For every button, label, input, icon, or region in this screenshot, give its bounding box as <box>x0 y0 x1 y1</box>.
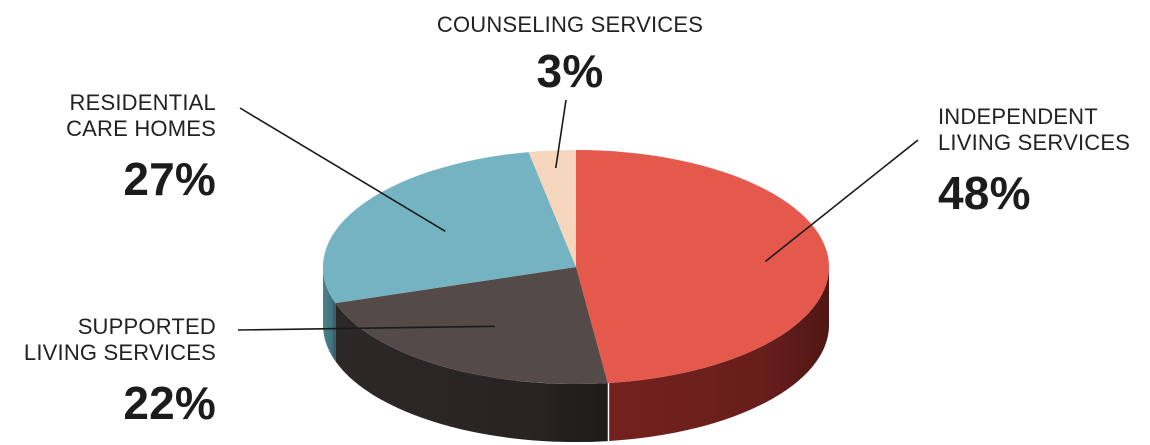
leader-line-residential-care <box>239 107 446 232</box>
slice-residential-care <box>323 152 576 304</box>
slice-percent: 48% <box>938 167 1031 219</box>
slice-name: RESIDENTIAL <box>69 90 216 115</box>
label-independent-living-services: INDEPENDENT LIVING SERVICES 48% <box>938 104 1148 218</box>
slice-counseling <box>528 150 576 267</box>
leader-line-independent-living <box>764 139 919 263</box>
slice-name: CARE HOMES <box>66 116 216 141</box>
pie-sides <box>323 267 829 443</box>
slice-percent: 22% <box>123 377 216 429</box>
slice-name: LIVING SERVICES <box>23 340 216 365</box>
pie-top <box>323 150 830 384</box>
label-supported-living-services: SUPPORTED LIVING SERVICES 22% <box>10 314 216 428</box>
slice-side-shade-residential-care <box>323 267 336 362</box>
slice-side-shade-supported-living <box>335 303 608 443</box>
slice-side-shade-independent-living <box>609 268 829 441</box>
slice-name: LIVING SERVICES <box>938 130 1131 155</box>
slice-supported-living <box>335 267 608 384</box>
slice-name: INDEPENDENT <box>938 104 1098 129</box>
slice-name: COUNSELING SERVICES <box>436 12 704 37</box>
leader-line-supported-living <box>237 325 495 331</box>
slice-name: SUPPORTED <box>77 314 216 339</box>
leader-lines <box>237 99 919 331</box>
slice-percent: 3% <box>536 45 604 97</box>
slice-independent-living <box>576 150 830 384</box>
label-residential-care-homes: RESIDENTIAL CARE HOMES 27% <box>20 90 216 204</box>
label-counseling-services: COUNSELING SERVICES 3% <box>410 12 730 96</box>
slice-percent: 27% <box>123 153 216 205</box>
leader-line-counseling <box>554 99 567 169</box>
